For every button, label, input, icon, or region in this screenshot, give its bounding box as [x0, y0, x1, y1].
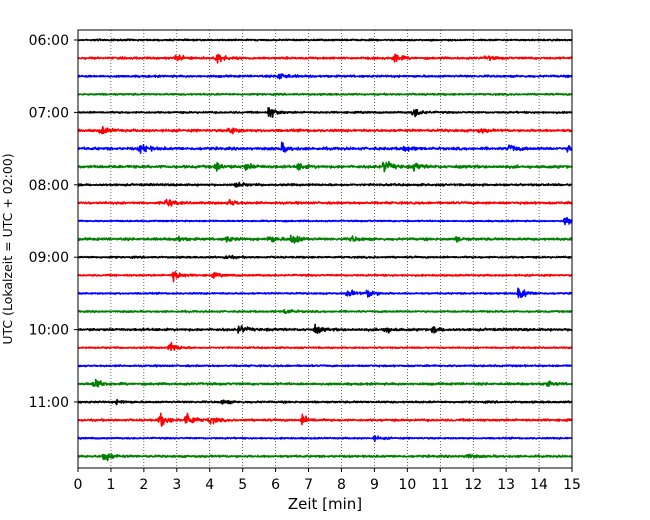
trace-1015: [77, 341, 573, 352]
trace-0700: [77, 107, 573, 118]
trace-0615: [77, 53, 573, 64]
trace-0800: [77, 181, 573, 188]
y-axis: 06:00 07:00 08:00 09:00 10:00 11:00: [29, 33, 78, 411]
trace-0630: [77, 73, 573, 80]
trace-0645: [77, 92, 573, 97]
x-tick-label: 10: [398, 477, 416, 493]
x-tick-label: 3: [172, 477, 181, 493]
trace-1145: [77, 453, 573, 462]
grid-lines: [110, 30, 540, 468]
x-tick-label: 7: [304, 477, 313, 493]
trace-1030: [77, 364, 573, 368]
x-tick-label: 0: [74, 477, 83, 493]
x-tick-label: 11: [431, 477, 449, 493]
trace-0830: [77, 216, 573, 226]
x-tick-label: 15: [563, 477, 581, 493]
trace-1100: [77, 398, 573, 406]
x-tick-label: 4: [205, 477, 214, 493]
plot-area: [78, 30, 572, 468]
y-axis-label: UTC (Lokalzeit = UTC + 02:00): [0, 153, 15, 344]
trace-0945: [77, 308, 573, 315]
x-tick-label: 13: [497, 477, 515, 493]
y-tick-label: 06:00: [29, 33, 69, 49]
trace-0815: [77, 198, 573, 207]
y-tick-label: 11:00: [29, 395, 69, 411]
trace-0600: [77, 38, 573, 42]
trace-1045: [77, 378, 573, 388]
x-tick-label: 5: [238, 477, 247, 493]
trace-0915: [77, 270, 573, 283]
y-tick-label: 09:00: [29, 250, 69, 266]
x-tick-label: 8: [337, 477, 346, 493]
trace-1130: [77, 435, 573, 443]
x-tick-label: 1: [106, 477, 115, 493]
x-tick-label: 9: [370, 477, 379, 493]
plot-frame: [77, 29, 573, 469]
x-tick-label: 6: [271, 477, 280, 493]
y-tick-label: 08:00: [29, 178, 69, 194]
x-axis: 0 1 2 3 4 5 6 7 8 9 10 11 12 13 14 15: [74, 468, 581, 493]
trace-1115: [77, 412, 573, 427]
trace-0900: [77, 254, 573, 260]
y-tick-label: 10:00: [29, 323, 69, 339]
trace-0930: [77, 287, 573, 299]
x-axis-label: Zeit [min]: [288, 495, 362, 513]
x-tick-label: 12: [464, 477, 482, 493]
x-tick-label: 2: [139, 477, 148, 493]
trace-0745: [77, 160, 573, 173]
y-tick-label: 07:00: [29, 105, 69, 121]
x-tick-label: 14: [530, 477, 548, 493]
trace-0715: [77, 125, 573, 135]
traces: [77, 38, 573, 462]
trace-0845: [77, 234, 573, 244]
trace-0730: [77, 141, 573, 154]
trace-1000: [77, 323, 573, 334]
